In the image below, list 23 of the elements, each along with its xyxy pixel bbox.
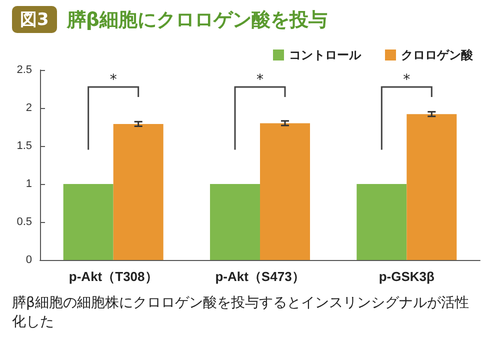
bar	[113, 124, 164, 260]
x-tick-label: p-Akt（S473）	[215, 269, 305, 284]
legend-label: クロロゲン酸	[401, 48, 474, 62]
bar	[260, 123, 310, 260]
annotation: *	[110, 72, 117, 88]
bar	[406, 114, 457, 260]
bar	[210, 184, 260, 260]
annotation: *	[256, 72, 264, 88]
y-tick-label: 0.5	[16, 216, 32, 228]
x-tick-label: p-Akt（T308）	[68, 269, 158, 284]
legend-label: コントロール	[289, 48, 362, 62]
figure-badge: 図3	[12, 6, 57, 33]
y-tick-label: 1	[26, 178, 32, 190]
y-tick-label: 2	[26, 102, 32, 114]
bar	[63, 184, 114, 260]
bar	[356, 184, 407, 260]
y-tick-label: 0	[26, 254, 32, 266]
x-tick-label: p-GSK3β	[378, 269, 435, 284]
text: 膵β細胞の細胞株にクロロゲン酸を投与するとインスリンシグナルが活性化した	[12, 294, 470, 332]
chart-title: 膵β細胞にクロロゲン酸を投与	[66, 8, 328, 32]
y-tick-label: 2.5	[16, 64, 32, 76]
y-tick-label: 1.5	[16, 140, 32, 152]
annotation: *	[403, 72, 410, 88]
